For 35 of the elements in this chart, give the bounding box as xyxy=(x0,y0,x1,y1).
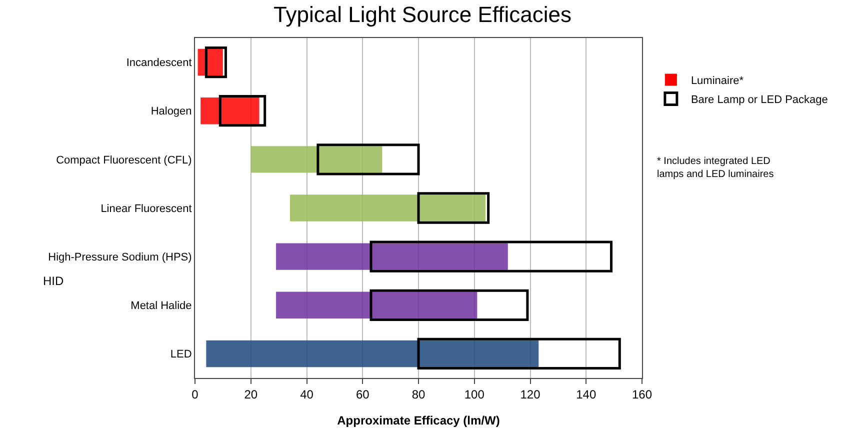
x-tick-label: 60 xyxy=(356,387,370,402)
legend-label: Luminaire* xyxy=(690,74,744,87)
y-tick-label: Metal Halide xyxy=(130,300,192,312)
x-axis-title: Approximate Efficacy (lm/W) xyxy=(337,413,500,428)
bar xyxy=(370,240,613,272)
bar xyxy=(316,144,420,176)
x-tick-label: 160 xyxy=(632,387,652,402)
x-tick-label: 20 xyxy=(244,387,258,402)
text: HID xyxy=(43,274,64,288)
x-tick-label: 40 xyxy=(300,387,314,402)
bar xyxy=(290,194,486,222)
bar xyxy=(204,46,227,78)
bar xyxy=(218,95,266,127)
bar xyxy=(417,338,621,370)
bar xyxy=(370,289,529,321)
bar xyxy=(200,98,260,124)
bar xyxy=(206,340,539,368)
chart-title: Typical Light Source Efficacies xyxy=(274,2,572,27)
y-tick-label: Compact Fluorescent (CFL) xyxy=(56,154,192,166)
y-tick-label: Incandescent xyxy=(126,57,192,70)
bar xyxy=(276,243,508,270)
x-tick-label: 140 xyxy=(576,387,596,402)
y-tick-label: Halogen xyxy=(150,106,192,118)
text: * Includes integrated LED lamps and LED luminaires xyxy=(657,156,774,180)
x-tick-label: 100 xyxy=(464,387,485,402)
y-tick-label: High-Pressure Sodium (HPS) xyxy=(48,251,192,264)
bar xyxy=(417,192,490,224)
x-tick-label: 120 xyxy=(520,387,541,402)
x-tick-label: 80 xyxy=(412,387,426,402)
legend-label: Bare Lamp or LED Package xyxy=(690,94,828,106)
y-tick-label: Linear Fluorescent xyxy=(100,202,192,215)
y-tick-label: LED xyxy=(170,348,192,361)
bar xyxy=(276,292,478,318)
x-tick-label: 0 xyxy=(192,387,199,402)
bar xyxy=(250,146,382,173)
